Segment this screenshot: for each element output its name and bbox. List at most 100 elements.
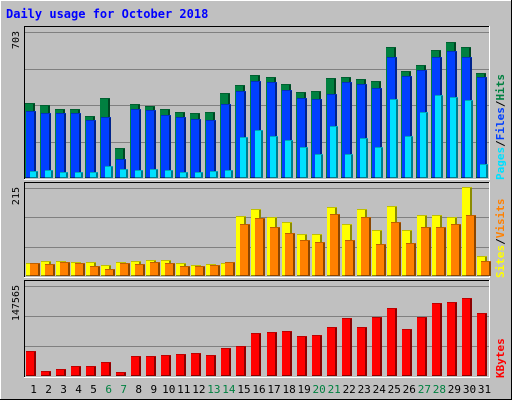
bar-visits-day-28 — [436, 227, 446, 276]
bar-visits-day-5 — [90, 266, 100, 276]
bar-visits-day-2 — [45, 264, 55, 276]
bar-pages-day-1 — [30, 171, 38, 178]
day-label-9: 9 — [150, 383, 157, 396]
bar-kbytes-day-15 — [236, 346, 246, 376]
bar-visits-day-4 — [75, 263, 85, 276]
bar-kbytes-day-19 — [297, 336, 307, 376]
day-label-14: 14 — [222, 383, 236, 396]
bar-visits-day-23 — [361, 217, 371, 276]
day-label-30: 30 — [463, 383, 476, 396]
day-label-19: 19 — [297, 383, 310, 396]
bar-files-day-5 — [86, 120, 96, 178]
bar-kbytes-day-20 — [312, 335, 322, 376]
bar-pages-day-8 — [135, 170, 143, 178]
bar-files-day-11 — [176, 117, 186, 178]
bar-pages-day-23 — [360, 138, 368, 178]
day-label-5: 5 — [90, 383, 97, 396]
bar-visits-day-9 — [150, 262, 160, 276]
bar-files-day-3 — [56, 113, 66, 178]
day-label-11: 11 — [177, 383, 190, 396]
bar-kbytes-day-27 — [417, 317, 427, 376]
bar-pages-day-10 — [165, 170, 173, 178]
bar-visits-day-30 — [466, 215, 476, 276]
bar-visits-day-25 — [391, 222, 401, 276]
bar-pages-day-15 — [240, 137, 248, 178]
panel-sites-max-label: 215 — [11, 187, 22, 205]
bar-kbytes-day-8 — [131, 356, 141, 376]
bar-pages-day-11 — [180, 172, 188, 178]
bar-kbytes-day-13 — [206, 355, 216, 376]
day-label-25: 25 — [388, 383, 401, 396]
chart-title: Daily usage for October 2018 — [6, 7, 208, 21]
bar-pages-day-24 — [375, 147, 383, 178]
day-label-22: 22 — [343, 383, 356, 396]
bar-kbytes-day-7 — [116, 372, 126, 376]
bar-visits-day-12 — [195, 266, 205, 276]
bar-visits-day-17 — [270, 227, 280, 276]
bar-files-day-8 — [131, 109, 141, 178]
bar-visits-day-16 — [255, 218, 265, 276]
bar-kbytes-day-23 — [357, 327, 367, 376]
bar-visits-day-22 — [345, 240, 355, 276]
bar-pages-day-17 — [270, 136, 278, 178]
bar-kbytes-day-3 — [56, 369, 66, 376]
panel-hits: 703 Pages/Files/Hits — [11, 26, 507, 180]
bar-visits-day-21 — [330, 214, 340, 276]
bar-pages-day-19 — [300, 147, 308, 178]
bar-kbytes-day-26 — [402, 329, 412, 376]
bar-kbytes-day-18 — [282, 331, 292, 376]
bar-pages-day-27 — [420, 112, 428, 178]
bar-kbytes-day-16 — [251, 333, 261, 376]
day-label-16: 16 — [252, 383, 265, 396]
bar-pages-day-26 — [405, 136, 413, 178]
day-label-7: 7 — [120, 383, 127, 396]
day-label-3: 3 — [60, 383, 67, 396]
bar-pages-day-16 — [255, 130, 263, 178]
panel-sites: 215 Sites/Visits — [11, 182, 507, 278]
bar-visits-day-15 — [240, 224, 250, 276]
bar-files-day-10 — [161, 115, 171, 178]
bar-visits-day-13 — [210, 265, 220, 276]
bar-visits-day-31 — [481, 261, 491, 276]
bar-files-day-9 — [146, 110, 156, 178]
day-label-2: 2 — [45, 383, 52, 396]
bar-visits-day-3 — [60, 262, 70, 276]
bar-files-day-13 — [206, 120, 216, 178]
bar-pages-day-9 — [150, 169, 158, 178]
panel-kbytes: 147565 KBytes — [11, 280, 507, 378]
day-label-4: 4 — [75, 383, 82, 396]
panel-sites-legend: Sites/Visits — [494, 199, 507, 279]
bar-kbytes-day-25 — [387, 308, 397, 376]
bar-kbytes-day-4 — [71, 366, 81, 376]
bar-files-day-14 — [221, 104, 231, 178]
bar-kbytes-day-10 — [161, 355, 171, 376]
day-labels: 1 2 3 4 5 6 7 8 9 10 11 12 13 14 15 16 17 18 19 20 21 22 23 24 2… — [30, 383, 491, 396]
bar-files-day-4 — [71, 113, 81, 178]
day-label-8: 8 — [135, 383, 142, 396]
bar-kbytes-day-2 — [41, 371, 51, 376]
day-label-29: 29 — [448, 383, 461, 396]
bar-visits-day-19 — [300, 240, 310, 276]
bar-files-day-2 — [41, 113, 51, 178]
bar-kbytes-day-9 — [146, 356, 156, 376]
day-label-20: 20 — [312, 383, 325, 396]
day-label-27: 27 — [418, 383, 431, 396]
bar-visits-day-7 — [120, 263, 130, 276]
bar-pages-day-29 — [450, 97, 458, 178]
bar-pages-day-22 — [345, 154, 353, 178]
bar-kbytes-day-12 — [191, 353, 201, 376]
bar-files-day-1 — [26, 111, 36, 178]
panel-hits-max-label: 703 — [11, 31, 22, 49]
bar-kbytes-day-22 — [342, 318, 352, 376]
bar-kbytes-day-5 — [86, 366, 96, 376]
bar-pages-day-2 — [45, 170, 53, 178]
bar-pages-day-5 — [90, 172, 98, 178]
day-label-10: 10 — [162, 383, 175, 396]
bar-kbytes-day-31 — [477, 313, 487, 376]
bar-visits-day-26 — [406, 243, 416, 276]
bar-kbytes-day-6 — [101, 362, 111, 376]
panel-kbytes-legend: KBytes — [494, 338, 507, 378]
day-label-24: 24 — [373, 383, 387, 396]
bar-pages-day-6 — [105, 166, 113, 178]
bar-kbytes-day-30 — [462, 298, 472, 376]
